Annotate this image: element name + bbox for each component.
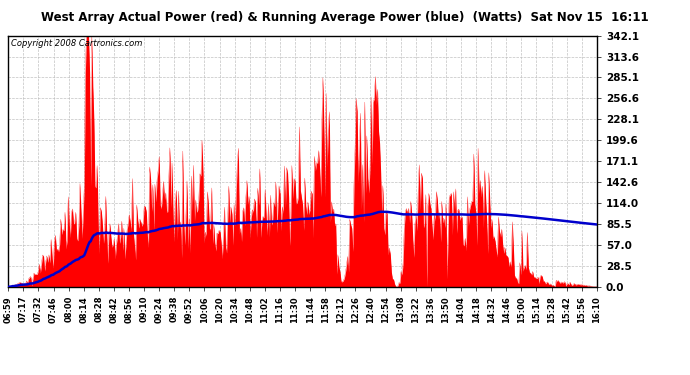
Text: West Array Actual Power (red) & Running Average Power (blue)  (Watts)  Sat Nov 1: West Array Actual Power (red) & Running … xyxy=(41,11,649,24)
Text: Copyright 2008 Cartronics.com: Copyright 2008 Cartronics.com xyxy=(11,39,143,48)
